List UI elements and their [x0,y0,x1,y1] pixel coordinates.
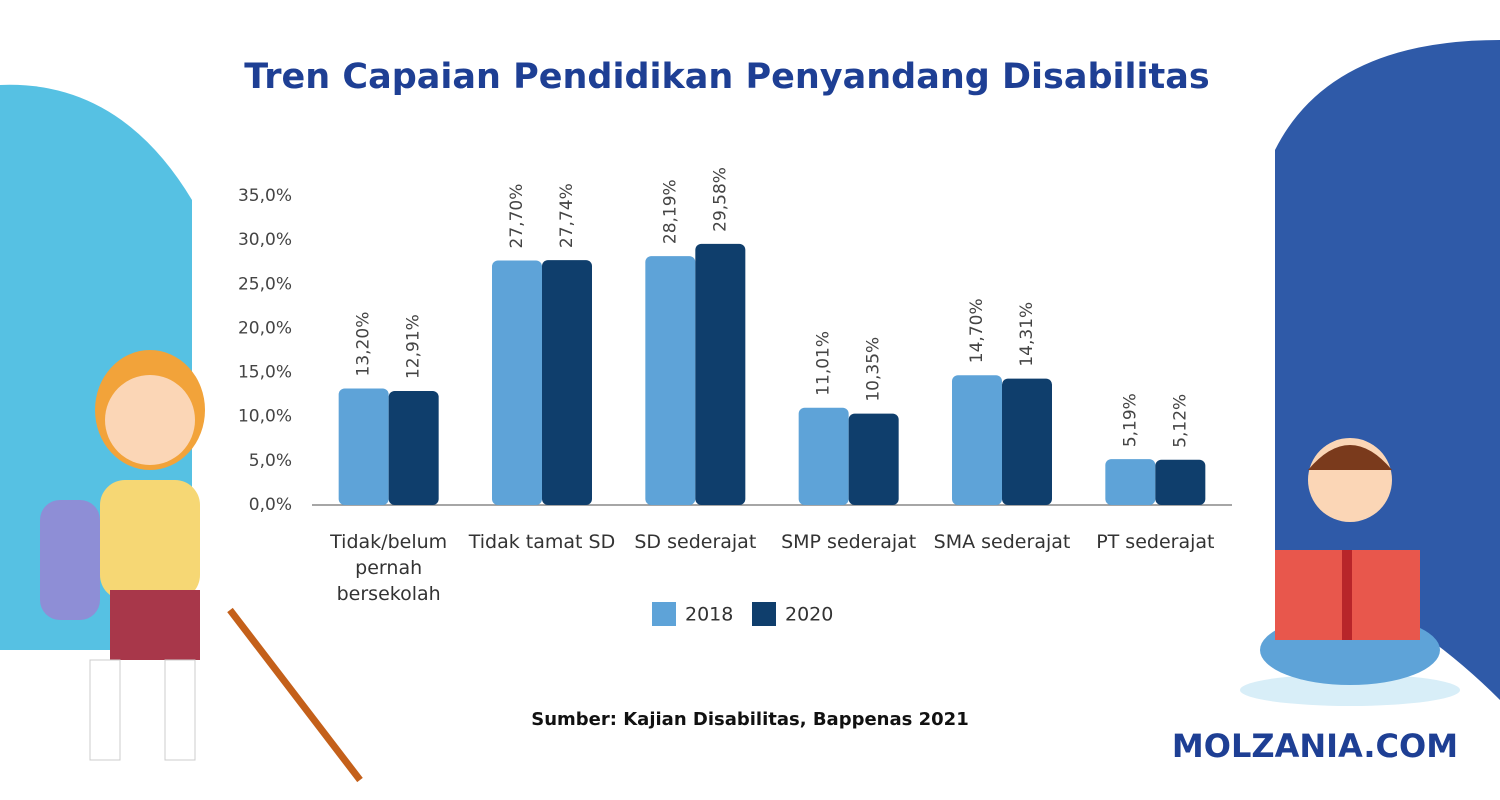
value-label: 14,70% [967,298,987,363]
chart-title: Tren Capaian Pendidikan Penyandang Disab… [244,57,1209,97]
x-tick-label: PT sederajat [1096,531,1215,553]
y-tick-label: 10,0% [238,407,292,427]
girl-illustration [40,350,363,783]
y-tick-label: 35,0% [238,186,292,206]
value-label: 29,58% [710,167,730,232]
bar [952,375,1002,505]
bar [388,391,439,505]
value-label: 28,19% [660,179,680,244]
bar [542,260,592,505]
source: Sumber: Kajian Disabilitas, Bappenas 202… [531,709,968,730]
right-decor [1275,40,1500,700]
bar [1105,459,1156,505]
x-tick-label: SMA sederajat [933,531,1071,553]
bar [1002,378,1052,505]
bar [1155,459,1206,505]
bar [338,388,389,505]
legend-swatch [752,602,776,626]
value-label: 10,35% [864,337,884,402]
value-label: 27,70% [507,184,527,249]
value-label: 27,74% [557,183,577,248]
value-label: 14,31% [1017,302,1037,367]
bar [645,256,696,505]
x-tick-label: SMP sederajat [781,531,917,553]
boy-illustration [1240,438,1460,706]
legend-label: 2020 [785,604,833,626]
brand: MOLZANIA.COM [1172,727,1458,765]
value-label: 5,12% [1170,394,1190,448]
y-tick-label: 15,0% [238,363,292,383]
legend-swatch [652,602,676,626]
x-tick-label: Tidak/belum pernah bersekolah [330,531,448,605]
bar [492,260,542,505]
bar [695,243,746,505]
y-tick-label: 25,0% [238,274,292,294]
y-tick-label: 5,0% [249,451,292,471]
value-label: 11,01% [814,331,834,396]
bar [798,407,849,505]
y-tick-label: 30,0% [238,230,292,250]
legend-label: 2018 [685,604,733,626]
y-tick-label: 0,0% [249,495,292,515]
x-tick-label: Tidak tamat SD [468,531,616,553]
bar [848,413,899,505]
y-tick-label: 20,0% [238,318,292,338]
x-tick-label: SD sederajat [634,531,757,553]
value-label: 12,91% [404,314,424,379]
value-label: 5,19% [1120,393,1140,447]
value-label: 13,20% [354,312,374,377]
